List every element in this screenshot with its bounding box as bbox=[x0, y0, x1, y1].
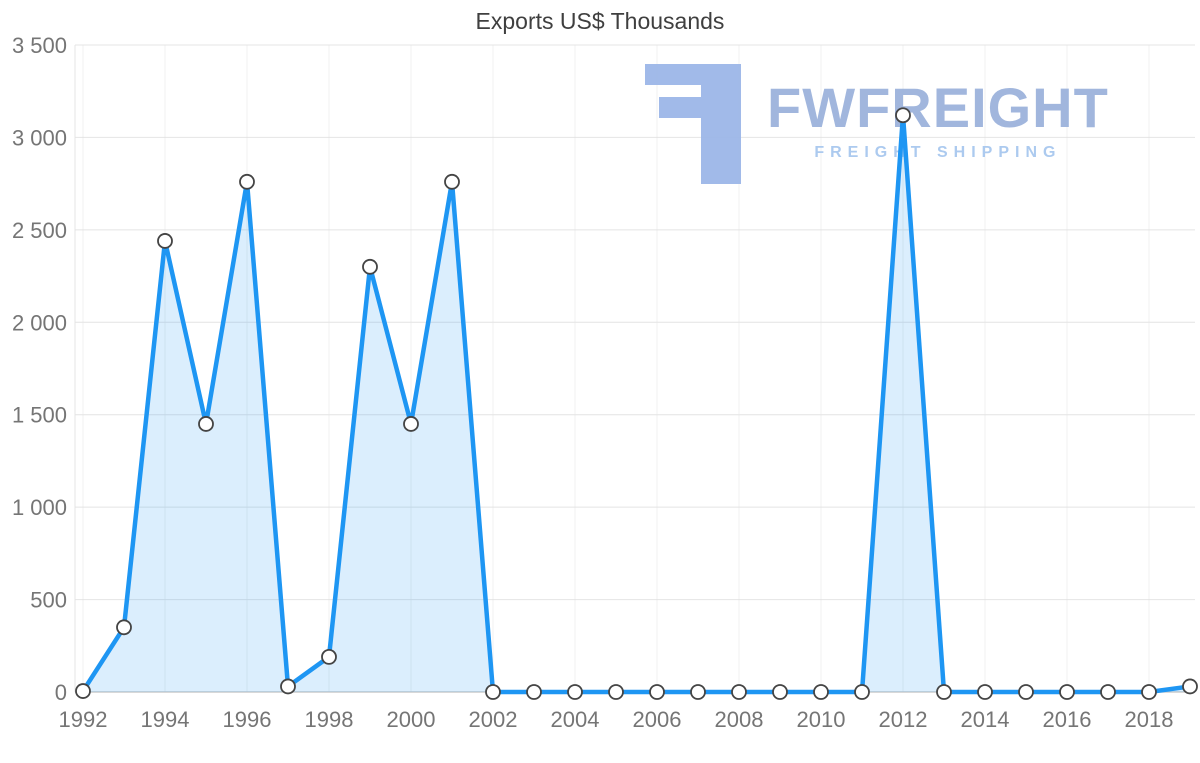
series-line bbox=[80, 112, 1193, 695]
data-point-marker[interactable] bbox=[362, 258, 378, 275]
y-axis-tick-label: 3 000 bbox=[12, 125, 67, 150]
x-axis-tick-label: 1992 bbox=[59, 707, 108, 732]
data-point-marker[interactable] bbox=[649, 684, 665, 700]
x-axis-tick-label: 2018 bbox=[1125, 707, 1174, 732]
data-point-marker[interactable] bbox=[485, 684, 501, 700]
data-point-marker[interactable] bbox=[198, 416, 214, 432]
series-area-fill bbox=[83, 115, 1190, 692]
data-point-marker[interactable] bbox=[280, 678, 296, 695]
data-point-marker[interactable] bbox=[772, 684, 788, 700]
watermark-text-block: FWFREIGHT FREIGHT SHIPPING bbox=[767, 64, 1109, 162]
data-point-marker[interactable] bbox=[1059, 684, 1075, 700]
y-axis-tick-label: 1 000 bbox=[12, 495, 67, 520]
y-axis-tick-label: 2 500 bbox=[12, 218, 67, 243]
data-point-marker[interactable] bbox=[239, 173, 255, 190]
y-axis-tick-label: 0 bbox=[55, 680, 67, 705]
data-point-marker[interactable] bbox=[1141, 684, 1157, 700]
data-point-marker[interactable] bbox=[977, 684, 993, 700]
y-axis-tick-label: 2 000 bbox=[12, 310, 67, 335]
y-axis-tick-label: 500 bbox=[30, 588, 67, 613]
x-axis-tick-label: 2004 bbox=[551, 707, 600, 732]
data-point-marker[interactable] bbox=[1018, 684, 1034, 700]
data-point-marker[interactable] bbox=[444, 173, 460, 190]
data-point-marker[interactable] bbox=[157, 233, 173, 249]
data-point-marker[interactable] bbox=[936, 684, 952, 700]
data-point-marker[interactable] bbox=[403, 416, 419, 432]
data-point-marker[interactable] bbox=[813, 684, 829, 700]
data-point-marker[interactable] bbox=[526, 684, 542, 700]
data-point-marker[interactable] bbox=[116, 619, 132, 636]
x-axis-tick-label: 2012 bbox=[879, 707, 928, 732]
data-point-marker[interactable] bbox=[895, 107, 911, 124]
data-point-marker[interactable] bbox=[75, 683, 91, 699]
fwfreight-logo-icon bbox=[645, 64, 741, 184]
x-axis-tick-label: 2010 bbox=[797, 707, 846, 732]
y-axis-tick-label: 1 500 bbox=[12, 403, 67, 428]
x-axis-tick-label: 2016 bbox=[1043, 707, 1092, 732]
x-axis-tick-label: 2006 bbox=[633, 707, 682, 732]
data-point-marker[interactable] bbox=[854, 684, 870, 700]
data-point-marker[interactable] bbox=[567, 684, 583, 700]
x-axis-tick-label: 2008 bbox=[715, 707, 764, 732]
data-point-marker[interactable] bbox=[1182, 678, 1198, 695]
x-axis-tick-label: 1998 bbox=[305, 707, 354, 732]
data-point-marker[interactable] bbox=[690, 684, 706, 700]
chart-title: Exports US$ Thousands bbox=[475, 8, 725, 34]
x-axis-tick-label: 2000 bbox=[387, 707, 436, 732]
x-axis-tick-label: 2002 bbox=[469, 707, 518, 732]
watermark-brand-text: FWFREIGHT bbox=[767, 76, 1109, 139]
data-point-marker[interactable] bbox=[731, 684, 747, 700]
y-axis-tick-label: 3 500 bbox=[12, 33, 67, 58]
watermark: FWFREIGHT FREIGHT SHIPPING bbox=[645, 64, 1109, 184]
x-axis-tick-label: 1994 bbox=[141, 707, 190, 732]
x-axis-tick-label: 2014 bbox=[961, 707, 1010, 732]
data-point-marker[interactable] bbox=[321, 648, 337, 665]
data-point-marker[interactable] bbox=[608, 684, 624, 700]
data-point-marker[interactable] bbox=[1100, 684, 1116, 700]
watermark-tagline-text: FREIGHT SHIPPING bbox=[814, 144, 1062, 161]
x-axis-tick-label: 1996 bbox=[223, 707, 272, 732]
